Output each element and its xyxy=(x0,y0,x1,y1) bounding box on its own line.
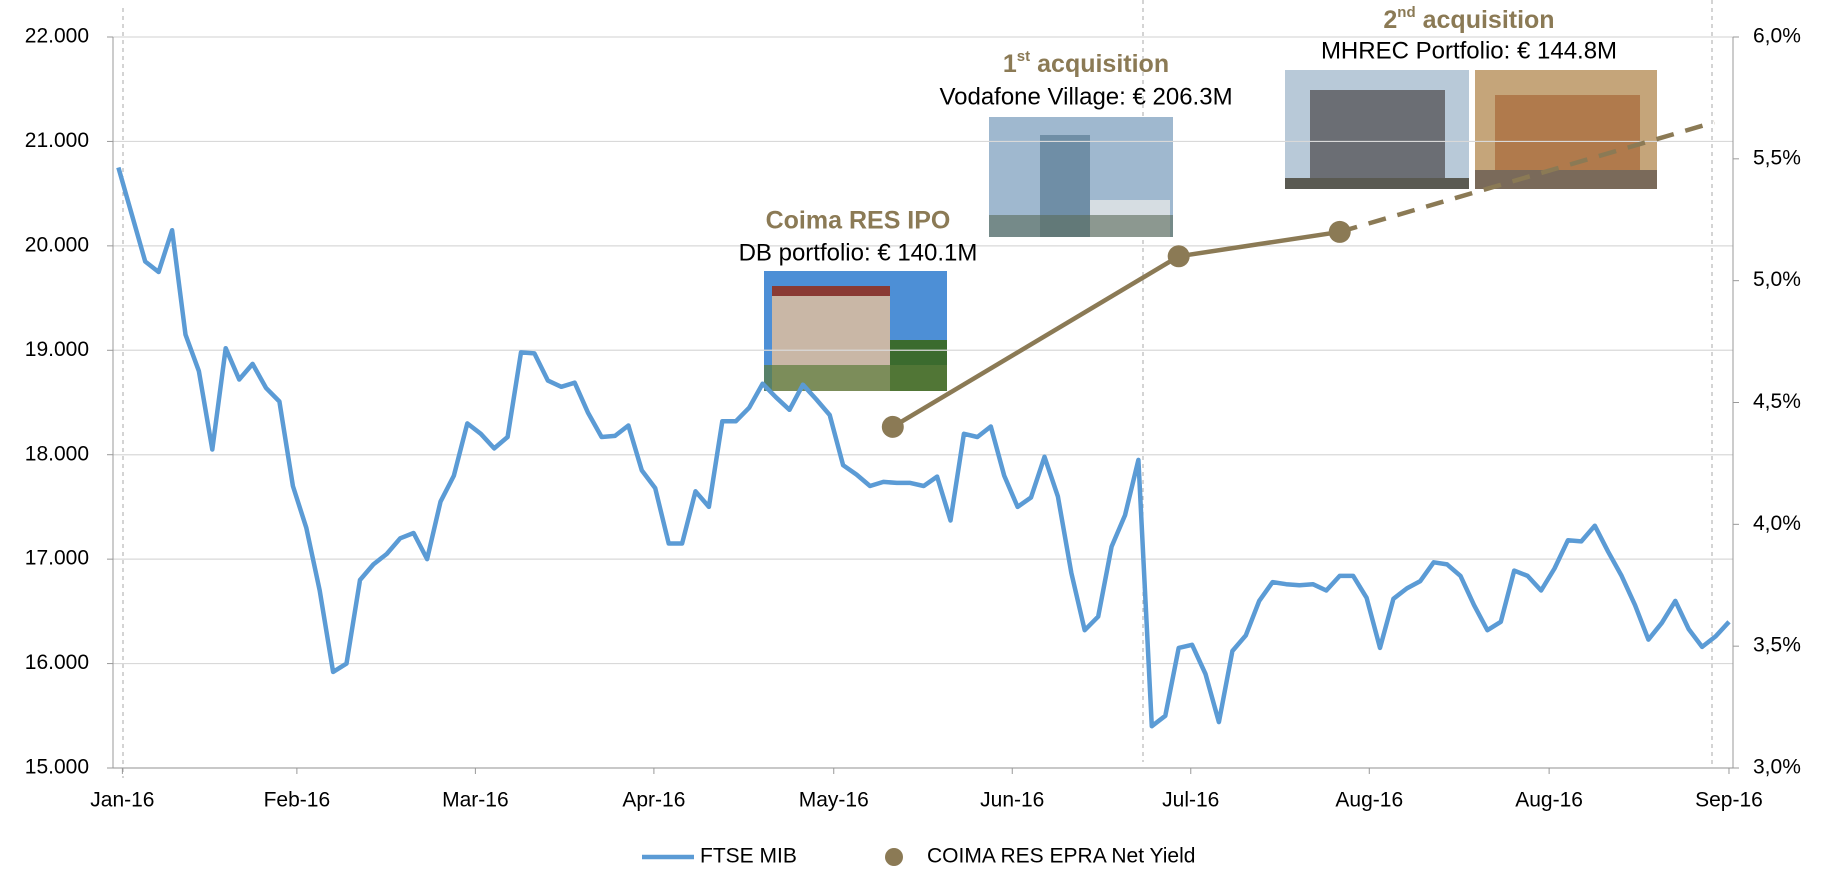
series-line xyxy=(1179,232,1340,256)
y-tick-label: 18.000 xyxy=(25,442,89,465)
legend-label: COIMA RES EPRA Net Yield xyxy=(927,845,1195,868)
annotation-text: MHREC Portfolio: € 144.8M xyxy=(1321,37,1617,64)
annotation-text: DB portfolio: € 140.1M xyxy=(739,239,978,266)
x-tick-label: Aug-16 xyxy=(1335,789,1403,812)
y2-tick-label: 4,5% xyxy=(1753,390,1801,413)
annotation-suffix: st xyxy=(1017,48,1030,65)
annotation-title: 1st acquisition xyxy=(1003,48,1169,78)
y2-tick-label: 3,0% xyxy=(1753,756,1801,779)
photo xyxy=(1475,70,1657,189)
legend-label: FTSE MIB xyxy=(700,845,797,868)
annotation-suffix: nd xyxy=(1397,4,1415,21)
chart: 22.000 15.000 16.000 17.000 18.000 19.000 xyxy=(0,0,1821,880)
marker xyxy=(1329,221,1351,243)
y2-tick-label: 5,5% xyxy=(1753,146,1801,169)
legend-marker xyxy=(885,848,903,866)
annotation-word: acquisition xyxy=(1423,6,1555,34)
x-tick-label: Jul-16 xyxy=(1162,789,1219,812)
y2-tick-label: 5,0% xyxy=(1753,268,1801,291)
x-tick-label: Aug-16 xyxy=(1515,789,1583,812)
photo xyxy=(764,271,947,391)
x-tick-label: May-16 xyxy=(799,789,869,812)
x-tick-label: Apr-16 xyxy=(622,789,685,812)
annotation-number: 2 xyxy=(1383,6,1397,34)
y-tick-label: 20.000 xyxy=(25,233,89,256)
y-tick-label: 21.000 xyxy=(25,129,89,152)
marker xyxy=(882,416,904,438)
annotation-title: Coima RES IPO xyxy=(766,207,951,235)
y-tick-label: 17.000 xyxy=(25,547,89,570)
x-tick-label: Mar-16 xyxy=(442,789,509,812)
x-tick-label: Feb-16 xyxy=(264,789,331,812)
y-tick-label: 22.000 xyxy=(25,25,89,48)
x-tick-label: Jan-16 xyxy=(90,789,154,812)
photo xyxy=(989,117,1173,237)
y-tick-label: 15.000 xyxy=(25,756,89,779)
x-tick-label: Jun-16 xyxy=(980,789,1044,812)
x-tick-label: Sep-16 xyxy=(1695,789,1763,812)
annotation-text: Vodafone Village: € 206.3M xyxy=(939,83,1232,110)
annotation-title: 2nd acquisition xyxy=(1383,4,1554,34)
marker xyxy=(1168,245,1190,267)
photo xyxy=(1285,70,1469,189)
y-tick-label: 16.000 xyxy=(25,651,89,674)
y2-tick-label: 6,0% xyxy=(1753,25,1801,48)
annotation-number: 1 xyxy=(1003,50,1017,78)
y2-tick-label: 4,0% xyxy=(1753,512,1801,535)
y-tick-label: 19.000 xyxy=(25,338,89,361)
y2-tick-label: 3,5% xyxy=(1753,634,1801,657)
annotation-word: acquisition xyxy=(1037,50,1169,78)
